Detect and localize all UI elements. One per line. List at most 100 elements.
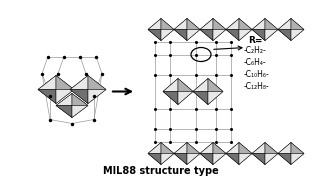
Text: -C₁₂H₈-: -C₁₂H₈-: [244, 82, 270, 91]
Text: -C₆H₄-: -C₆H₄-: [244, 58, 266, 67]
Polygon shape: [239, 29, 252, 40]
Polygon shape: [88, 75, 106, 104]
Polygon shape: [200, 143, 213, 164]
Polygon shape: [174, 19, 187, 29]
Polygon shape: [178, 78, 193, 105]
Polygon shape: [200, 153, 213, 164]
Polygon shape: [252, 143, 265, 153]
Polygon shape: [213, 19, 226, 40]
Polygon shape: [208, 78, 223, 91]
Polygon shape: [174, 153, 187, 164]
Polygon shape: [148, 143, 161, 153]
Polygon shape: [239, 19, 252, 29]
Polygon shape: [291, 19, 304, 40]
Polygon shape: [187, 19, 200, 29]
Polygon shape: [278, 143, 291, 164]
Polygon shape: [226, 143, 239, 153]
Polygon shape: [161, 153, 174, 164]
Polygon shape: [187, 29, 200, 40]
Polygon shape: [174, 19, 187, 40]
Polygon shape: [291, 29, 304, 40]
Polygon shape: [213, 153, 226, 164]
Polygon shape: [56, 75, 74, 104]
Polygon shape: [226, 29, 239, 40]
Polygon shape: [239, 153, 252, 164]
Polygon shape: [200, 19, 213, 29]
Polygon shape: [148, 19, 161, 29]
Polygon shape: [174, 143, 187, 153]
Polygon shape: [38, 75, 56, 90]
Polygon shape: [208, 78, 223, 105]
Polygon shape: [252, 153, 265, 164]
Polygon shape: [291, 143, 304, 153]
Polygon shape: [148, 19, 161, 40]
Polygon shape: [70, 75, 88, 104]
Polygon shape: [187, 143, 200, 164]
Polygon shape: [193, 78, 208, 105]
Polygon shape: [278, 153, 291, 164]
Polygon shape: [56, 90, 74, 104]
Polygon shape: [278, 19, 291, 29]
Polygon shape: [161, 143, 174, 153]
Polygon shape: [56, 75, 74, 90]
Polygon shape: [178, 78, 193, 91]
Polygon shape: [278, 143, 291, 153]
Polygon shape: [213, 143, 226, 164]
Polygon shape: [148, 29, 161, 40]
Polygon shape: [72, 94, 88, 105]
Text: -C₂H₂-: -C₂H₂-: [244, 46, 267, 55]
Polygon shape: [56, 94, 72, 118]
Polygon shape: [56, 94, 72, 105]
Polygon shape: [291, 143, 304, 164]
Polygon shape: [200, 19, 213, 40]
Polygon shape: [239, 143, 252, 153]
Polygon shape: [213, 19, 226, 29]
Polygon shape: [252, 29, 265, 40]
Polygon shape: [252, 143, 265, 164]
Polygon shape: [187, 19, 200, 40]
Polygon shape: [291, 19, 304, 29]
Polygon shape: [278, 29, 291, 40]
Polygon shape: [252, 19, 265, 40]
Polygon shape: [56, 105, 72, 118]
Polygon shape: [70, 90, 88, 104]
Polygon shape: [161, 143, 174, 164]
Polygon shape: [161, 19, 174, 40]
Polygon shape: [226, 143, 239, 164]
Polygon shape: [226, 153, 239, 164]
Polygon shape: [187, 143, 200, 153]
Polygon shape: [278, 19, 291, 40]
Polygon shape: [72, 94, 88, 118]
Polygon shape: [161, 19, 174, 29]
Polygon shape: [265, 19, 278, 40]
Polygon shape: [200, 143, 213, 153]
Polygon shape: [265, 143, 278, 164]
Polygon shape: [193, 91, 208, 105]
Polygon shape: [200, 29, 213, 40]
Polygon shape: [193, 78, 208, 91]
Text: MIL88 structure type: MIL88 structure type: [103, 167, 219, 177]
Polygon shape: [208, 91, 223, 105]
Polygon shape: [148, 143, 161, 164]
Polygon shape: [239, 143, 252, 164]
Text: R=: R=: [248, 36, 263, 45]
Polygon shape: [70, 75, 88, 90]
Polygon shape: [38, 90, 56, 104]
Polygon shape: [239, 19, 252, 40]
Polygon shape: [265, 153, 278, 164]
Polygon shape: [265, 19, 278, 29]
Polygon shape: [163, 91, 178, 105]
Polygon shape: [178, 91, 193, 105]
Polygon shape: [174, 143, 187, 164]
Polygon shape: [226, 19, 239, 40]
Polygon shape: [148, 153, 161, 164]
Polygon shape: [187, 153, 200, 164]
Polygon shape: [226, 19, 239, 29]
Polygon shape: [88, 75, 106, 90]
Polygon shape: [265, 29, 278, 40]
Polygon shape: [72, 105, 88, 118]
Text: -C₁₀H₆-: -C₁₀H₆-: [244, 70, 270, 79]
Polygon shape: [163, 78, 178, 91]
Polygon shape: [291, 153, 304, 164]
Polygon shape: [38, 75, 56, 104]
